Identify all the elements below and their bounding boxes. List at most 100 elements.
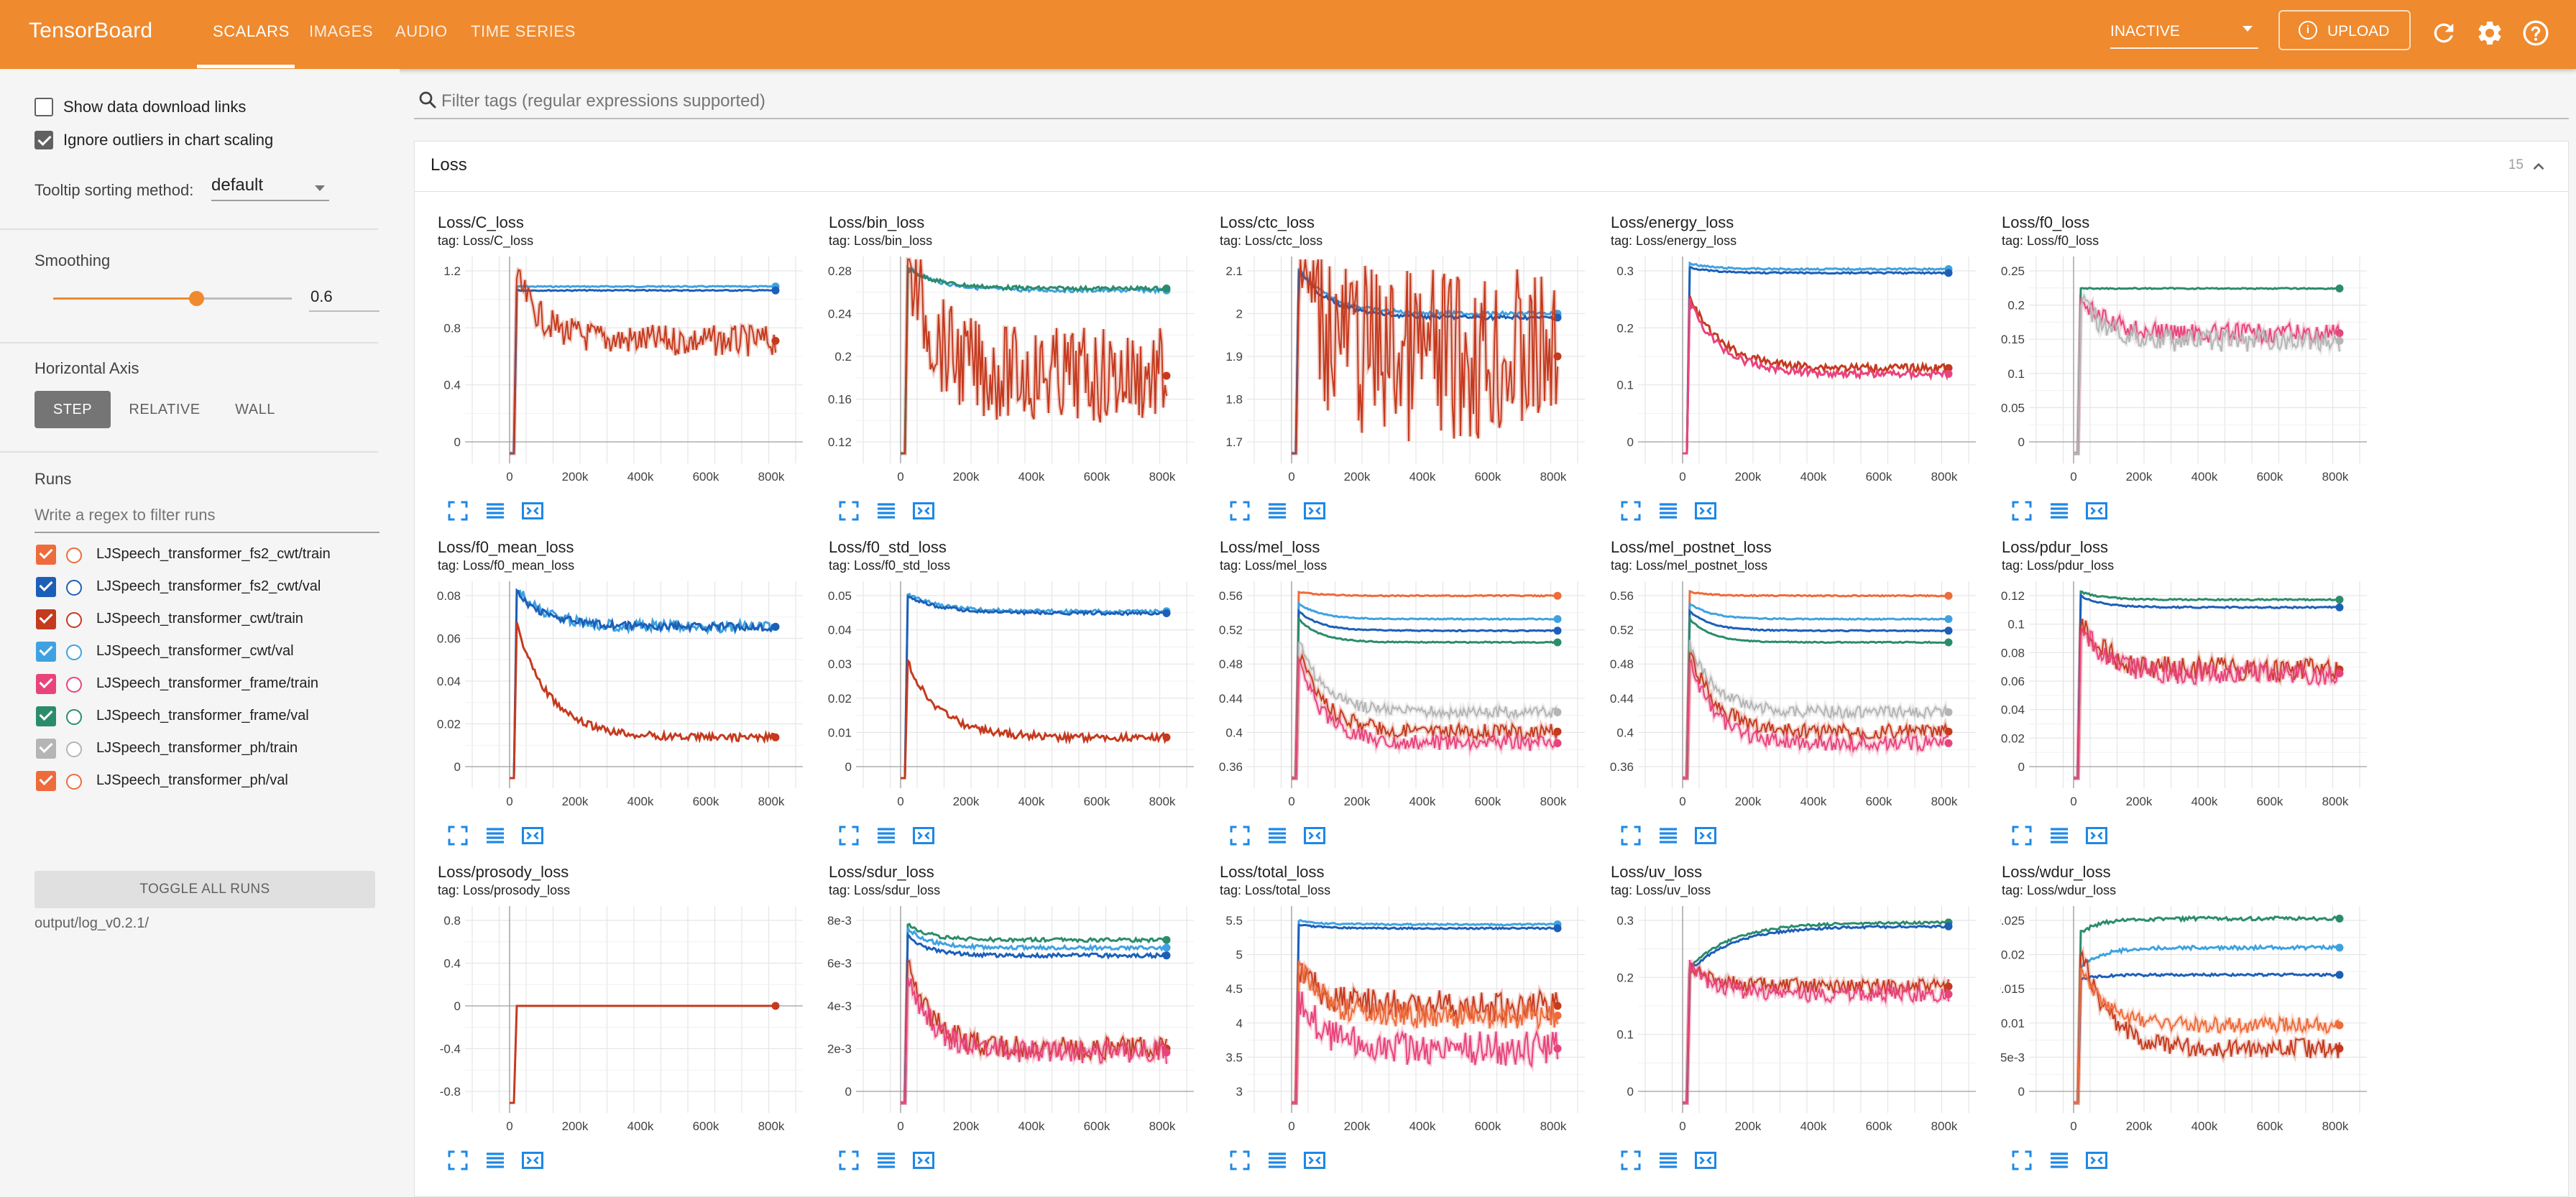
fullscreen-icon[interactable] (1618, 823, 1644, 849)
run-checkbox[interactable] (36, 545, 56, 565)
run-item[interactable]: LJSpeech_transformer_frame/val (36, 702, 388, 731)
fullscreen-icon[interactable] (1618, 1147, 1644, 1173)
fullscreen-icon[interactable] (445, 823, 471, 849)
list-icon[interactable] (873, 498, 899, 524)
run-checkbox[interactable] (36, 674, 56, 694)
axis-wall-button[interactable]: WALL (235, 402, 275, 417)
tooltip-sorting-select[interactable]: default (211, 175, 329, 201)
run-checkbox[interactable] (36, 577, 56, 597)
chart-plot[interactable]: 0.28 0.24 0.2 0.16 0.12 0 200k 400k 600k 800k (827, 252, 1208, 489)
fit-domain-icon[interactable] (1693, 1147, 1719, 1173)
fit-domain-icon[interactable] (1693, 498, 1719, 524)
list-icon[interactable] (2046, 823, 2072, 849)
list-icon[interactable] (482, 498, 508, 524)
run-color-swatch[interactable] (66, 644, 82, 660)
chart-plot[interactable]: 0.56 0.52 0.48 0.44 0.4 0.36 0 200k 400k 600k 800k (1609, 577, 1990, 814)
run-checkbox[interactable] (36, 609, 56, 629)
list-icon[interactable] (2046, 1147, 2072, 1173)
ignore-outliers-checkbox[interactable] (34, 131, 53, 149)
chart-plot[interactable]: 0.25 0.2 0.15 0.1 0.05 0 0 200k 400k 600k 800k (2000, 252, 2381, 489)
category-header[interactable]: Loss 15 (415, 142, 2568, 192)
fullscreen-icon[interactable] (1227, 1147, 1253, 1173)
fit-domain-icon[interactable] (1302, 498, 1328, 524)
run-item[interactable]: LJSpeech_transformer_frame/train (36, 670, 388, 698)
chart-plot[interactable]: 0.3 0.2 0.1 0 0 200k 400k 600k 800k (1609, 902, 1990, 1139)
list-icon[interactable] (482, 1147, 508, 1173)
fullscreen-icon[interactable] (445, 1147, 471, 1173)
list-icon[interactable] (2046, 498, 2072, 524)
fit-domain-icon[interactable] (520, 823, 546, 849)
run-item[interactable]: LJSpeech_transformer_ph/train (36, 734, 388, 763)
run-color-swatch[interactable] (66, 580, 82, 596)
fit-domain-icon[interactable] (520, 1147, 546, 1173)
inactive-plugins-dropdown[interactable]: INACTIVE (2110, 19, 2258, 49)
fit-domain-icon[interactable] (520, 498, 546, 524)
tab-time-series[interactable]: TIME SERIES (471, 22, 576, 40)
fullscreen-icon[interactable] (2009, 1147, 2035, 1173)
run-item[interactable]: LJSpeech_transformer_cwt/val (36, 637, 388, 666)
chart-plot[interactable]: 5.5 5 4.5 4 3.5 3 0 200k 400k 600k 800k (1218, 902, 1599, 1139)
run-item[interactable]: LJSpeech_transformer_ph/val (36, 767, 388, 795)
run-item[interactable]: LJSpeech_transformer_fs2_cwt/val (36, 573, 388, 601)
toggle-all-runs-button[interactable]: TOGGLE ALL RUNS (34, 871, 375, 908)
tag-filter-bar[interactable]: Filter tags (regular expressions support… (414, 85, 2569, 119)
tab-audio[interactable]: AUDIO (395, 22, 448, 40)
run-color-swatch[interactable] (66, 547, 82, 563)
list-icon[interactable] (1264, 823, 1290, 849)
smoothing-input[interactable]: 0.6 (309, 286, 380, 312)
chart-plot[interactable]: 0.8 0.4 0 -0.4 -0.8 0 200k 400k 600k 800k (436, 902, 817, 1139)
fullscreen-icon[interactable] (445, 498, 471, 524)
chart-plot[interactable]: 0.025 0.02 0.015 0.01 5e-3 0 0 200k 400k 600k 800k (2000, 902, 2381, 1139)
fit-domain-icon[interactable] (911, 498, 937, 524)
list-icon[interactable] (1655, 498, 1681, 524)
list-icon[interactable] (1655, 1147, 1681, 1173)
tab-scalars[interactable]: SCALARS (213, 22, 290, 40)
smoothing-slider-thumb[interactable] (189, 291, 204, 306)
chart-plot[interactable]: 1.2 0.8 0.4 0 0 200k 400k 600k 800k (436, 252, 817, 489)
chart-plot[interactable]: 0.12 0.1 0.08 0.06 0.04 0.02 0 0 200k 400k 600k 800… (2000, 577, 2381, 814)
chart-plot[interactable]: 0.05 0.04 0.03 0.02 0.01 0 0 200k 400k 600k 800k (827, 577, 1208, 814)
fullscreen-icon[interactable] (1227, 498, 1253, 524)
axis-step-button[interactable]: STEP (34, 391, 111, 428)
show-download-links-checkbox[interactable] (34, 98, 53, 116)
fit-domain-icon[interactable] (2084, 498, 2110, 524)
list-icon[interactable] (1264, 1147, 1290, 1173)
fullscreen-icon[interactable] (836, 823, 862, 849)
fit-domain-icon[interactable] (1302, 823, 1328, 849)
run-color-swatch[interactable] (66, 774, 82, 790)
list-icon[interactable] (873, 823, 899, 849)
run-item[interactable]: LJSpeech_transformer_cwt/train (36, 605, 388, 634)
fit-domain-icon[interactable] (1693, 823, 1719, 849)
refresh-icon[interactable] (2429, 19, 2458, 47)
chart-plot[interactable]: 8e-3 6e-3 4e-3 2e-3 0 0 200k 400k 600k 800k (827, 902, 1208, 1139)
run-checkbox[interactable] (36, 706, 56, 726)
tab-images[interactable]: IMAGES (309, 22, 374, 40)
run-checkbox[interactable] (36, 739, 56, 759)
fullscreen-icon[interactable] (2009, 823, 2035, 849)
fit-domain-icon[interactable] (911, 1147, 937, 1173)
chart-plot[interactable]: 0.3 0.2 0.1 0 0 200k 400k 600k 800k (1609, 252, 1990, 489)
run-checkbox[interactable] (36, 642, 56, 662)
run-checkbox[interactable] (36, 771, 56, 791)
fullscreen-icon[interactable] (1227, 823, 1253, 849)
chart-plot[interactable]: 0.08 0.06 0.04 0.02 0 0 200k 400k 600k 800k (436, 577, 817, 814)
run-color-swatch[interactable] (66, 612, 82, 628)
runs-filter-input[interactable]: Write a regex to filter runs (34, 500, 380, 533)
upload-button[interactable]: i UPLOAD (2278, 10, 2411, 50)
run-color-swatch[interactable] (66, 677, 82, 693)
fit-domain-icon[interactable] (911, 823, 937, 849)
run-color-swatch[interactable] (66, 709, 82, 725)
list-icon[interactable] (873, 1147, 899, 1173)
fullscreen-icon[interactable] (2009, 498, 2035, 524)
chart-plot[interactable]: 0.56 0.52 0.48 0.44 0.4 0.36 0 200k 400k 600k 800k (1218, 577, 1599, 814)
fullscreen-icon[interactable] (836, 498, 862, 524)
settings-gear-icon[interactable] (2475, 19, 2504, 47)
run-item[interactable]: LJSpeech_transformer_fs2_cwt/train (36, 540, 388, 569)
list-icon[interactable] (482, 823, 508, 849)
fit-domain-icon[interactable] (2084, 1147, 2110, 1173)
chart-plot[interactable]: 2.1 2 1.9 1.8 1.7 0 200k 400k 600k 800k (1218, 252, 1599, 489)
list-icon[interactable] (1655, 823, 1681, 849)
fullscreen-icon[interactable] (1618, 498, 1644, 524)
fit-domain-icon[interactable] (1302, 1147, 1328, 1173)
axis-relative-button[interactable]: RELATIVE (129, 402, 201, 417)
